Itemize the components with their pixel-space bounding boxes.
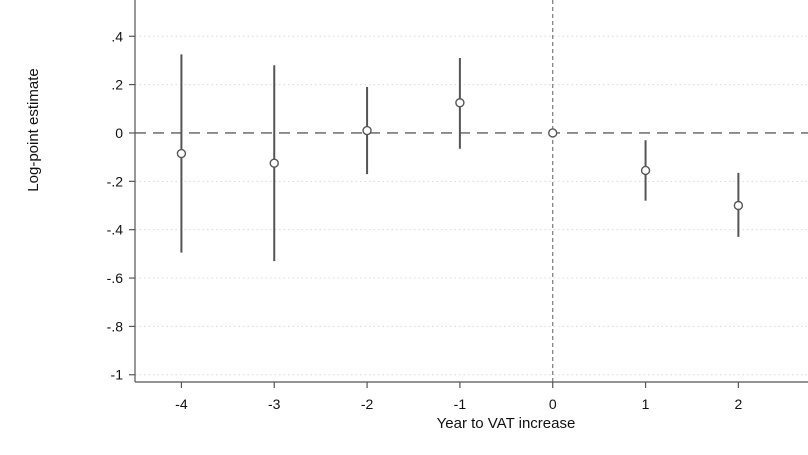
x-tick-label: -1 bbox=[454, 396, 467, 412]
point-estimates bbox=[176, 98, 744, 211]
point-estimate-marker bbox=[455, 98, 465, 108]
x-axis-title: Year to VAT increase bbox=[437, 415, 576, 432]
point-estimate-marker bbox=[548, 128, 558, 138]
y-tick-label: -.4 bbox=[107, 222, 124, 238]
y-tick-label: -.6 bbox=[107, 270, 124, 286]
y-tick-label: .4 bbox=[111, 28, 123, 44]
reference-lines bbox=[135, 0, 808, 382]
y-tick-label: -1 bbox=[111, 367, 124, 383]
tick-labels: -1 -.8 -.6 -.4 -.2 0 .2 .4 -4 -3 -2 -1 0 1 2 bbox=[107, 28, 743, 412]
y-tick-label: -.8 bbox=[107, 318, 124, 334]
x-tick-label: 2 bbox=[734, 396, 742, 412]
point-estimate-marker bbox=[269, 158, 279, 168]
y-tick-label: .2 bbox=[111, 77, 123, 93]
x-tick-label: -4 bbox=[175, 396, 188, 412]
gridlines bbox=[135, 35, 808, 376]
point-estimate-marker bbox=[733, 200, 744, 211]
point-estimate-marker bbox=[176, 148, 187, 159]
x-tick-label: -2 bbox=[361, 396, 374, 412]
x-tick-label: 0 bbox=[549, 396, 557, 412]
point-estimate-marker bbox=[640, 165, 651, 176]
y-tick-label: 0 bbox=[115, 125, 123, 141]
y-axis-title: Log-point estimate bbox=[25, 68, 42, 191]
point-estimate-marker bbox=[362, 125, 372, 136]
axes bbox=[129, 0, 808, 388]
x-tick-label: -3 bbox=[268, 396, 281, 412]
x-tick-label: 1 bbox=[642, 396, 650, 412]
y-tick-label: -.2 bbox=[107, 173, 124, 189]
